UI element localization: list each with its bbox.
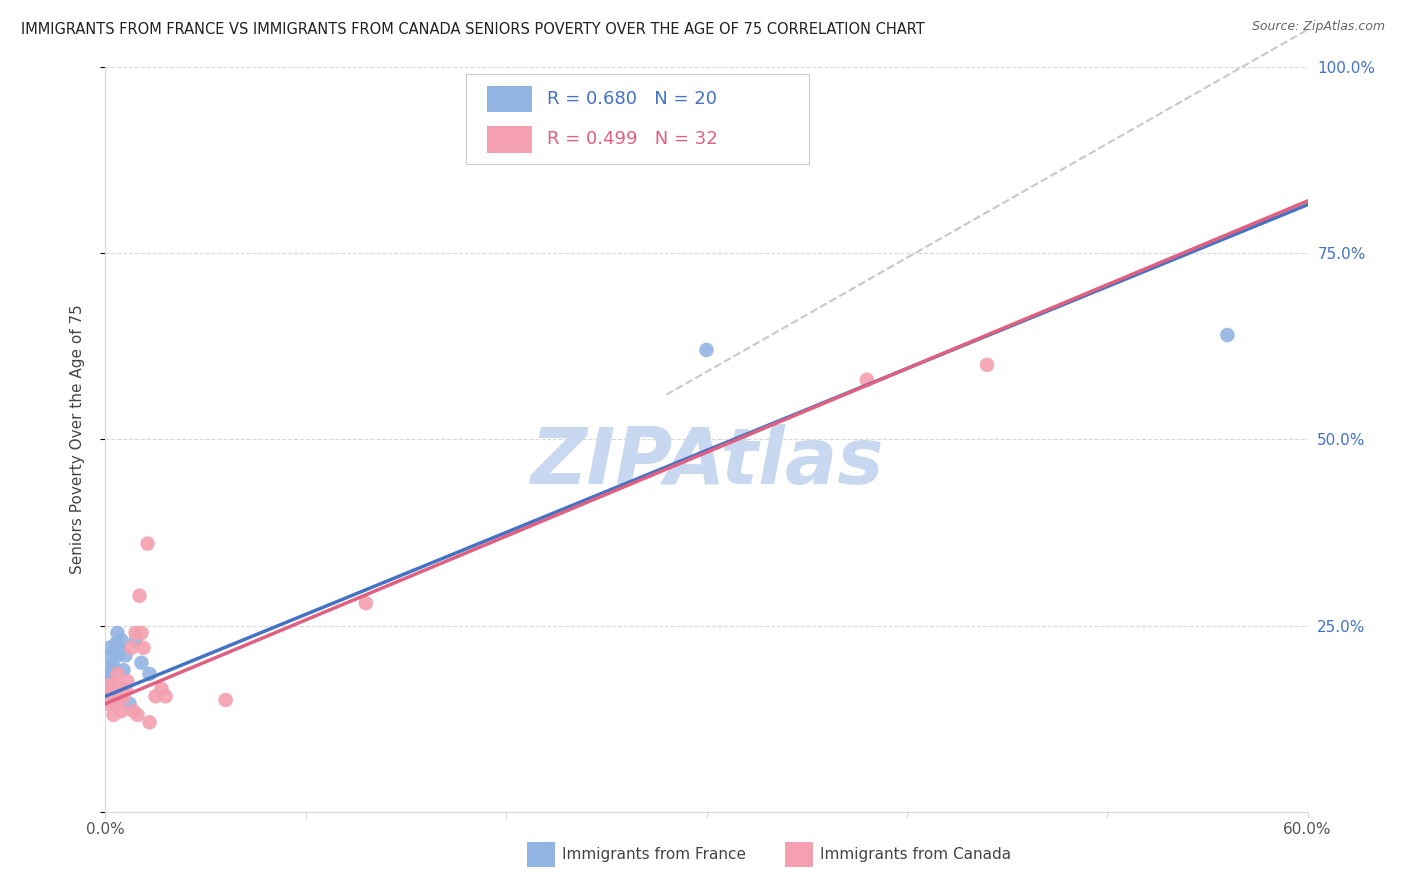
Point bbox=[121, 640, 143, 655]
Text: Source: ZipAtlas.com: Source: ZipAtlas.com bbox=[1251, 20, 1385, 33]
Point bbox=[104, 644, 127, 658]
Point bbox=[138, 667, 160, 681]
Point bbox=[131, 656, 153, 670]
Point bbox=[118, 697, 141, 711]
Point bbox=[104, 678, 127, 692]
Point bbox=[131, 626, 153, 640]
Point bbox=[138, 715, 160, 730]
Point bbox=[103, 707, 125, 722]
Point bbox=[214, 693, 236, 707]
FancyBboxPatch shape bbox=[486, 86, 533, 112]
Point bbox=[124, 633, 146, 648]
Point bbox=[96, 685, 118, 699]
Point bbox=[117, 674, 139, 689]
Point bbox=[110, 704, 132, 718]
Point bbox=[98, 659, 121, 673]
Point bbox=[124, 626, 146, 640]
Point bbox=[107, 626, 129, 640]
Point bbox=[107, 667, 129, 681]
Text: Immigrants from Canada: Immigrants from Canada bbox=[820, 847, 1011, 862]
Point bbox=[145, 690, 167, 704]
Point bbox=[110, 633, 132, 648]
Y-axis label: Seniors Poverty Over the Age of 75: Seniors Poverty Over the Age of 75 bbox=[70, 304, 84, 574]
Point bbox=[122, 704, 145, 718]
Point bbox=[132, 640, 155, 655]
Point bbox=[96, 674, 118, 689]
Text: IMMIGRANTS FROM FRANCE VS IMMIGRANTS FROM CANADA SENIORS POVERTY OVER THE AGE OF: IMMIGRANTS FROM FRANCE VS IMMIGRANTS FRO… bbox=[21, 22, 925, 37]
Point bbox=[127, 707, 149, 722]
Point bbox=[100, 690, 122, 704]
Point bbox=[108, 640, 131, 655]
Point bbox=[98, 693, 121, 707]
Text: ZIPAtlas: ZIPAtlas bbox=[530, 424, 883, 500]
Point bbox=[136, 536, 159, 550]
Point bbox=[976, 358, 998, 372]
Point bbox=[108, 693, 131, 707]
Point bbox=[100, 648, 122, 663]
Point bbox=[100, 681, 122, 696]
Point bbox=[103, 659, 125, 673]
Point bbox=[354, 596, 377, 610]
Point bbox=[98, 678, 121, 692]
Point bbox=[100, 667, 122, 681]
Point bbox=[128, 589, 150, 603]
Text: R = 0.680   N = 20: R = 0.680 N = 20 bbox=[547, 90, 717, 108]
Text: R = 0.499   N = 32: R = 0.499 N = 32 bbox=[547, 130, 717, 148]
FancyBboxPatch shape bbox=[486, 126, 533, 153]
Point bbox=[150, 681, 173, 696]
Point bbox=[107, 648, 129, 663]
Point bbox=[114, 648, 136, 663]
Point bbox=[104, 697, 127, 711]
FancyBboxPatch shape bbox=[465, 74, 808, 164]
Point bbox=[112, 663, 135, 677]
Point bbox=[855, 373, 877, 387]
Point bbox=[155, 690, 177, 704]
Point bbox=[696, 343, 718, 357]
Point bbox=[98, 640, 121, 655]
Point bbox=[103, 690, 125, 704]
Text: Immigrants from France: Immigrants from France bbox=[562, 847, 747, 862]
Point bbox=[104, 637, 127, 651]
Point bbox=[112, 690, 135, 704]
Point bbox=[114, 681, 136, 696]
Point bbox=[1216, 328, 1239, 343]
Point bbox=[96, 697, 118, 711]
